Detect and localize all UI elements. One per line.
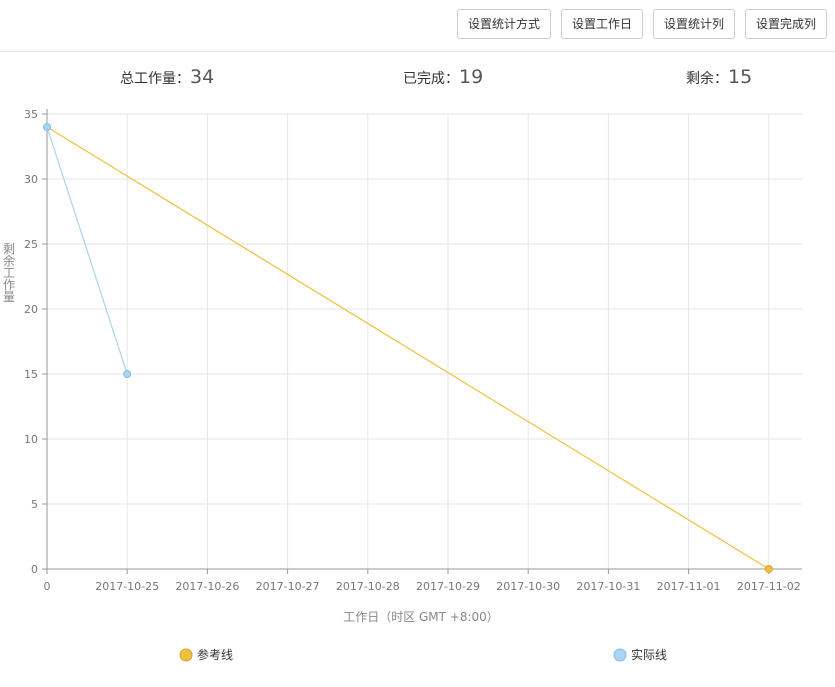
stat-done: 已完成：19	[403, 66, 483, 92]
series-line	[46, 126, 770, 570]
series-line	[46, 126, 128, 375]
y-tick-label: 10	[24, 433, 38, 446]
set-done-columns-button[interactable]: 设置完成列	[745, 9, 827, 39]
y-tick-label: 30	[24, 173, 38, 186]
stat-remain-label: 剩余：	[686, 71, 728, 87]
x-tick-label: 2017-10-25	[95, 580, 159, 593]
set-stat-method-button[interactable]: 设置统计方式	[457, 9, 551, 39]
stat-total: 总工作量：34	[120, 66, 214, 92]
x-tick-label: 2017-10-26	[175, 580, 239, 593]
y-axis-title-char: 余	[3, 253, 15, 268]
y-axis-title-char: 工	[3, 266, 15, 280]
legend-swatch	[179, 648, 193, 662]
data-point	[123, 370, 132, 378]
y-axis-title-char: 作	[3, 278, 15, 292]
y-tick-label: 5	[31, 498, 38, 511]
x-tick-label: 2017-10-28	[336, 580, 400, 593]
y-tick-label: 0	[31, 563, 38, 576]
set-stat-columns-button[interactable]: 设置统计列	[653, 9, 735, 39]
y-tick-label: 15	[24, 368, 38, 381]
y-tick-label: 20	[24, 303, 38, 316]
toolbar: 设置统计方式 设置工作日 设置统计列 设置完成列	[0, 0, 835, 52]
data-point	[764, 565, 773, 573]
y-tick-label: 25	[24, 238, 38, 251]
set-workdays-button[interactable]: 设置工作日	[561, 9, 643, 39]
stat-done-label: 已完成：	[403, 71, 459, 87]
legend-swatch	[613, 648, 627, 662]
stat-done-value: 19	[459, 66, 484, 88]
x-tick-label: 2017-11-02	[737, 580, 801, 593]
y-axis-title-char: 量	[3, 290, 15, 304]
data-point	[43, 123, 51, 131]
x-tick-label: 2017-11-01	[657, 580, 721, 593]
x-tick-label: 2017-10-30	[496, 580, 560, 593]
legend-label: 参考线	[197, 647, 233, 662]
x-tick-label: 2017-10-29	[416, 580, 480, 593]
legend-label: 实际线	[631, 647, 667, 662]
x-axis-title: 工作日（时区 GMT +8:00）	[343, 610, 499, 624]
x-tick-label: 0	[44, 580, 51, 593]
stat-total-value: 34	[190, 66, 215, 88]
y-axis-title-char: 剩	[3, 242, 15, 256]
stat-remain: 剩余：15	[686, 66, 752, 92]
stat-remain-value: 15	[728, 66, 753, 88]
x-tick-label: 2017-10-27	[256, 580, 320, 593]
y-tick-label: 35	[24, 108, 38, 121]
stat-total-label: 总工作量：	[120, 71, 190, 87]
x-tick-label: 2017-10-31	[576, 580, 640, 593]
